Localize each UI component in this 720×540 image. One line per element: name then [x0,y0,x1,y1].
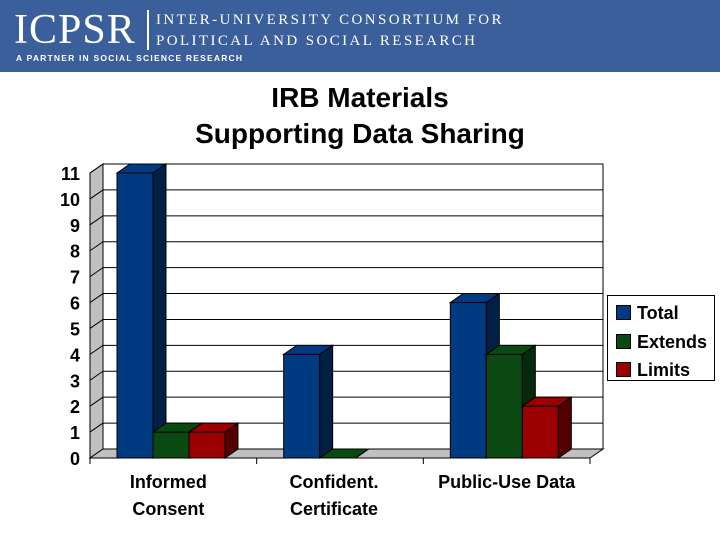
gridline-side [89,163,104,174]
gridline-side [89,241,104,252]
y-tick-label: 3 [70,371,80,391]
x-tick-label: Public-Use Data [438,472,576,492]
chart-legend: Total Extends Limits [607,295,715,381]
bar-side [224,422,239,459]
x-tick-label: Consent [132,499,204,519]
gridline-side [89,267,104,278]
bar-front [152,431,190,459]
header-banner: ICPSR INTER-UNIVERSITY CONSORTIUM FOR PO… [0,0,720,72]
legend-swatch-total [616,305,631,320]
bar-front [283,353,321,459]
bar-front [449,302,487,459]
y-tick-label: 9 [70,216,80,236]
legend-swatch-extends [616,334,631,349]
y-tick-label: 5 [70,319,80,339]
legend-label-extends: Extends [637,332,708,352]
y-tick-label: 4 [70,345,80,365]
org-name-line-2: POLITICAL AND SOCIAL RESEARCH [156,33,478,49]
y-tick-label: 8 [70,242,80,262]
y-tick-label: 0 [70,449,80,469]
y-tick-label: 7 [70,268,80,288]
legend-item-total: Total [616,302,679,324]
bar-side [152,163,167,459]
bar-front [188,431,226,459]
icpsr-logo: ICPSR [14,7,136,53]
plot-side-wall [89,163,104,459]
y-tick-label: 11 [61,164,80,184]
gridline-side [89,370,104,381]
legend-item-extends: Extends [616,331,707,353]
legend-item-limits: Limits [616,359,690,381]
org-name-line-1: INTER-UNIVERSITY CONSORTIUM FOR [156,12,504,28]
gridline-side [89,422,104,433]
gridline-side [89,396,104,407]
legend-swatch-limits [616,362,631,377]
chart-title-line-2: Supporting Data Sharing [195,118,525,149]
bar-front [485,353,523,459]
y-tick-label: 10 [60,190,80,210]
x-tick-label: Informed [130,472,207,492]
tagline: A PARTNER IN SOCIAL SCIENCE RESEARCH [16,53,244,63]
legend-label-limits: Limits [637,360,691,380]
gridline-side [89,293,104,303]
bar-side [355,448,369,459]
gridline-side [89,189,104,200]
gridline-side [89,319,104,329]
y-tick-label: 1 [70,423,80,443]
bar-side [557,396,572,459]
gridline-side [89,344,104,355]
bar-side [319,344,334,459]
x-tick-label: Certificate [290,499,378,519]
organization-name: INTER-UNIVERSITY CONSORTIUM FOR POLITICA… [156,10,504,52]
x-tick-label: Confident. [290,472,379,492]
legend-label-total: Total [637,303,679,323]
y-tick-label: 6 [70,294,80,314]
gridline-side [89,215,104,226]
chart-title-line-1: IRB Materials [271,82,449,113]
y-tick-label: 2 [70,397,80,417]
bar-front [521,405,559,459]
logo-divider [147,10,149,50]
bar-front [116,172,154,459]
